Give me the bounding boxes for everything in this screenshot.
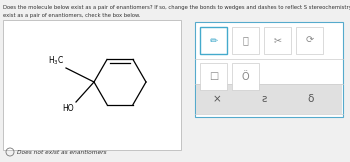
Text: ✂: ✂ bbox=[273, 35, 281, 46]
FancyBboxPatch shape bbox=[200, 63, 227, 90]
FancyBboxPatch shape bbox=[3, 20, 181, 150]
Text: Does the molecule below exist as a pair of enantiomers? If so, change the bonds : Does the molecule below exist as a pair … bbox=[3, 5, 350, 10]
Text: Ö: Ö bbox=[242, 71, 249, 81]
Text: ƨ: ƨ bbox=[261, 94, 267, 104]
Text: ✏: ✏ bbox=[209, 35, 218, 46]
FancyBboxPatch shape bbox=[200, 27, 227, 54]
FancyBboxPatch shape bbox=[264, 27, 291, 54]
Text: ⟳: ⟳ bbox=[306, 35, 314, 46]
FancyBboxPatch shape bbox=[296, 27, 323, 54]
Text: HO: HO bbox=[62, 104, 74, 113]
Text: Does not exist as enantiomers: Does not exist as enantiomers bbox=[17, 150, 106, 155]
FancyBboxPatch shape bbox=[232, 27, 259, 54]
Text: □: □ bbox=[209, 71, 218, 81]
Text: H$_3$C: H$_3$C bbox=[48, 54, 64, 67]
FancyBboxPatch shape bbox=[232, 63, 259, 90]
Text: exist as a pair of enantiomers, check the box below.: exist as a pair of enantiomers, check th… bbox=[3, 13, 140, 18]
FancyBboxPatch shape bbox=[195, 22, 343, 117]
Text: δ: δ bbox=[308, 94, 314, 104]
Text: ×: × bbox=[213, 94, 221, 104]
Text: 🔗: 🔗 bbox=[243, 35, 248, 46]
FancyBboxPatch shape bbox=[196, 84, 342, 114]
